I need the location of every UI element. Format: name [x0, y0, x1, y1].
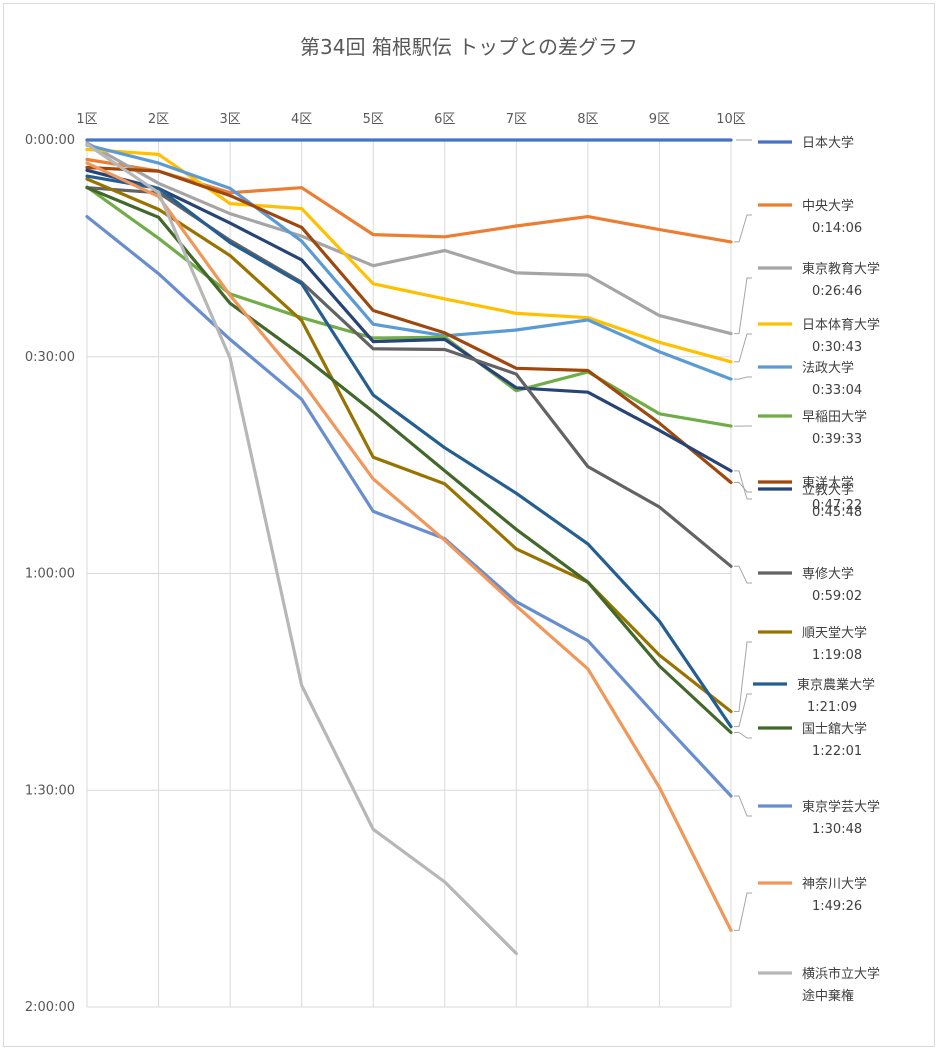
x-tick-label: 2区	[148, 112, 169, 127]
y-tick-label: 1:30:00	[25, 783, 75, 798]
chart-frame: 第34回 箱根駅伝 トップとの差グラフ 1区 2区 3区 4区 5区 6区 7区 8区 9区 10…	[3, 3, 935, 1047]
legend-series-name: 横浜市立大学	[802, 966, 880, 982]
x-tick-label: 1区	[76, 112, 97, 127]
series-line	[85, 215, 733, 798]
legend-series-name: 日本体育大学	[802, 317, 880, 333]
series-line	[85, 141, 733, 336]
series-line	[85, 174, 733, 729]
legend-value-label: 1:22:01	[812, 744, 862, 759]
legend-leader-line	[734, 376, 752, 380]
legend-value-label: 0:30:43	[812, 340, 862, 355]
series-line	[85, 168, 733, 473]
legend-leader-line	[734, 470, 752, 500]
legend-value-label: 0:14:06	[812, 221, 862, 236]
legend-value-label: 1:49:26	[812, 899, 862, 914]
legend-value-label: 1:30:48	[812, 822, 862, 837]
legend-leader-line	[734, 277, 752, 335]
legend-leader-line	[734, 892, 752, 931]
y-axis-tick-labels: 0:00:00 0:30:00 1:00:00 1:30:00 2:00:00	[25, 133, 75, 1015]
series-line	[85, 186, 733, 735]
series-line	[85, 185, 733, 428]
legend-value-label: 0:26:46	[812, 284, 862, 299]
legend-series-name: 国士舘大学	[802, 721, 867, 737]
x-tick-label: 7区	[506, 112, 527, 127]
legend-series-name: 日本大学	[802, 135, 854, 151]
series-line	[85, 161, 733, 933]
series-line	[85, 165, 733, 485]
legend-leader-line	[734, 214, 752, 243]
legend-series-name: 中央大学	[802, 198, 854, 214]
legend-leader-line	[734, 641, 752, 712]
legend-leader-line	[734, 731, 752, 739]
y-tick-label: 2:00:00	[25, 1000, 75, 1015]
legend-series-name: 東京教育大学	[802, 261, 880, 277]
x-tick-label: 4区	[291, 112, 312, 127]
y-tick-label: 0:00:00	[25, 133, 75, 148]
legend-series-name: 立教大学	[802, 482, 854, 498]
series-line	[85, 142, 518, 956]
y-tick-label: 0:30:00	[25, 350, 75, 365]
legend-series-name: 東洋大学	[802, 475, 854, 491]
legend-series-name: 東京学芸大学	[802, 799, 880, 815]
legend-value-label: 0:33:04	[812, 383, 862, 398]
legend-value-label: 0:59:02	[812, 589, 862, 604]
legend-series-name: 神奈川大学	[802, 876, 867, 892]
series-line	[85, 147, 733, 364]
legend-leader-line	[734, 795, 752, 817]
x-tick-label: 10区	[716, 112, 746, 127]
series-lines	[85, 138, 733, 956]
legend-series-name: 法政大学	[802, 360, 854, 376]
legend-leader-line	[734, 481, 752, 493]
x-tick-label: 8区	[577, 112, 598, 127]
legend-series-name: 東京農業大学	[797, 677, 875, 693]
x-tick-label: 9区	[649, 112, 670, 127]
gridlines	[86, 139, 732, 1008]
chart-title: 第34回 箱根駅伝 トップとの差グラフ	[300, 35, 638, 59]
legend-leader-line	[734, 333, 752, 363]
y-tick-label: 1:00:00	[25, 567, 75, 582]
legend-value-label: 0:39:33	[812, 432, 862, 447]
x-axis-tick-labels: 1区 2区 3区 4区 5区 6区 7区 8区 9区 10区	[76, 112, 745, 127]
legend-leader-line	[734, 693, 752, 728]
legend-value-label: 途中棄権	[802, 988, 854, 1004]
legend-series-name: 早稲田大学	[802, 409, 867, 425]
legend-value-label: 0:45:48	[812, 505, 862, 520]
line-chart: 第34回 箱根駅伝 トップとの差グラフ 1区 2区 3区 4区 5区 6区 7区 8区 9区 10…	[25, 35, 880, 1015]
legend-series-name: 専修大学	[802, 566, 854, 582]
x-tick-label: 5区	[363, 112, 384, 127]
series-line	[85, 177, 733, 714]
series-line	[85, 143, 733, 381]
legend-leader-line	[734, 565, 752, 584]
x-tick-label: 3区	[219, 112, 240, 127]
legend-value-label: 1:19:08	[812, 648, 862, 663]
legend-value-label: 0:47:22	[812, 498, 862, 513]
legend-value-label: 1:21:09	[807, 700, 857, 715]
x-tick-label: 6区	[434, 112, 455, 127]
legend-series-name: 順天堂大学	[802, 625, 867, 641]
